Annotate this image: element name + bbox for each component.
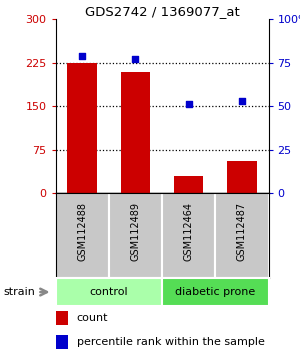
Bar — [121, 72, 150, 193]
Bar — [215, 193, 268, 278]
Text: percentile rank within the sample: percentile rank within the sample — [77, 337, 265, 347]
Text: GSM112488: GSM112488 — [77, 202, 87, 261]
Bar — [227, 161, 256, 193]
Bar — [174, 176, 203, 193]
Bar — [68, 63, 97, 193]
Text: GSM112489: GSM112489 — [130, 202, 140, 261]
Text: count: count — [77, 313, 108, 323]
Bar — [162, 278, 268, 306]
Point — [239, 98, 244, 104]
Text: GSM112464: GSM112464 — [184, 202, 194, 261]
Bar — [109, 193, 162, 278]
Text: GSM112487: GSM112487 — [237, 201, 247, 261]
Bar — [56, 193, 109, 278]
Title: GDS2742 / 1369077_at: GDS2742 / 1369077_at — [85, 5, 239, 18]
Bar — [56, 311, 68, 325]
Bar — [56, 335, 68, 349]
Text: strain: strain — [3, 287, 35, 297]
Text: control: control — [89, 287, 128, 297]
Point — [186, 102, 191, 107]
Point — [133, 57, 138, 62]
Text: diabetic prone: diabetic prone — [175, 287, 255, 297]
Bar — [56, 278, 162, 306]
Point — [80, 53, 85, 59]
Bar — [162, 193, 215, 278]
